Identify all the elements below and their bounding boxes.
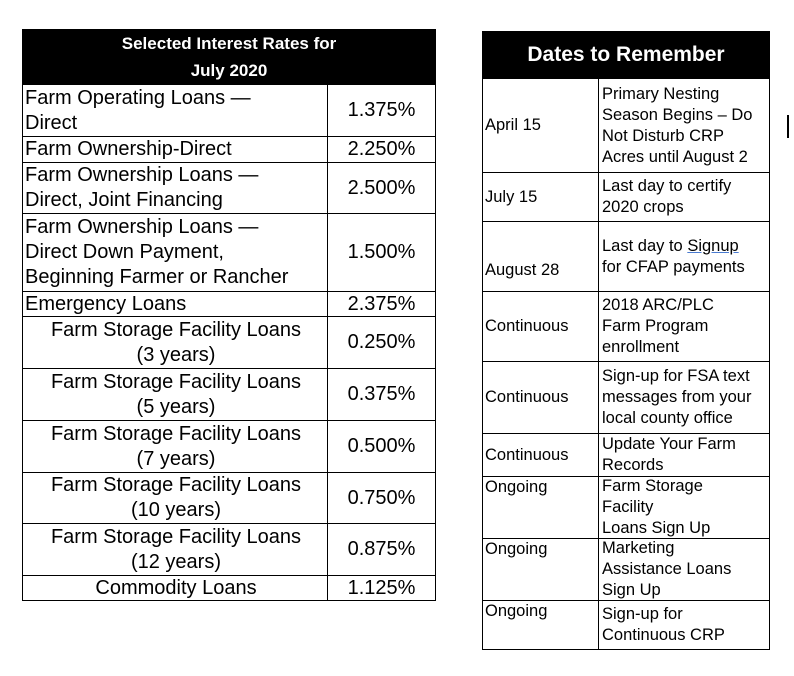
cursor-mark bbox=[787, 115, 789, 138]
loan-name-text: Farm Ownership Loans — Direct, Joint Fin… bbox=[25, 164, 259, 211]
event-text: Farm Storage Facility Loans Sign Up bbox=[602, 477, 711, 537]
event: Primary Nesting Season Begins – Do Not D… bbox=[598, 78, 770, 173]
loan-rate-text: 0.500% bbox=[347, 435, 416, 457]
date-text: July 15 bbox=[485, 187, 538, 206]
date: Continuous bbox=[482, 291, 599, 362]
loan-rate: 0.875% bbox=[327, 523, 436, 576]
event: Last day to certify 2020 crops bbox=[598, 172, 770, 222]
date-text: August 28 bbox=[485, 261, 560, 279]
event-text: Update Your Farm Records bbox=[602, 435, 736, 474]
date-text: Ongoing bbox=[485, 478, 548, 496]
loan-rate: 1.125% bbox=[327, 575, 436, 601]
date: Ongoing bbox=[482, 476, 599, 539]
date-text: Ongoing bbox=[485, 602, 548, 620]
event-text: 2018 ARC/PLC Farm Program enrollment bbox=[602, 296, 714, 356]
event: Sign-up for Continuous CRP bbox=[598, 600, 770, 650]
date-text: Continuous bbox=[485, 388, 569, 406]
loan-name-text: Emergency Loans bbox=[25, 292, 187, 315]
date: August 28 bbox=[482, 221, 599, 292]
rates-title: Selected Interest Rates for July 2020 bbox=[22, 29, 436, 85]
loan-rate: 2.250% bbox=[327, 136, 436, 163]
loan-rate-text: 1.500% bbox=[347, 241, 416, 263]
loan-name-text: Farm Operating Loans — Direct bbox=[25, 86, 251, 134]
loan-rate-text: 0.375% bbox=[347, 383, 416, 405]
event: Last day to Signup for CFAP payments bbox=[598, 221, 770, 292]
loan-name-text: Farm Storage Facility Loans (10 years) bbox=[50, 474, 302, 521]
loan-name: Commodity Loans bbox=[22, 575, 328, 601]
date: Continuous bbox=[482, 361, 599, 434]
loan-name-text: Commodity Loans bbox=[95, 576, 257, 599]
loan-rate-text: 1.125% bbox=[347, 576, 416, 599]
loan-name-text: Farm Ownership-Direct bbox=[25, 138, 232, 160]
event-text: Marketing Assistance Loans Sign Up bbox=[602, 539, 732, 599]
event-text: Sign-up for Continuous CRP bbox=[602, 605, 725, 644]
event-text: Sign-up for FSA text messages from your … bbox=[602, 367, 752, 427]
loan-name-text: Farm Storage Facility Loans (12 years) bbox=[50, 525, 302, 573]
rates-title-text: Selected Interest Rates for July 2020 bbox=[121, 34, 337, 80]
date-text: Continuous bbox=[485, 317, 569, 335]
loan-rate-text: 2.375% bbox=[347, 292, 416, 315]
date: April 15 bbox=[482, 78, 599, 173]
date: Ongoing bbox=[482, 538, 599, 601]
loan-rate-text: 1.375% bbox=[347, 99, 416, 121]
loan-name: Farm Ownership Loans — Direct Down Payme… bbox=[22, 213, 328, 292]
event: Sign-up for FSA text messages from your … bbox=[598, 361, 770, 434]
loan-name: Farm Storage Facility Loans (5 years) bbox=[22, 368, 328, 421]
loan-rate-text: 0.250% bbox=[347, 331, 416, 353]
loan-name-text: Farm Ownership Loans — Direct Down Payme… bbox=[25, 216, 289, 288]
event: Farm Storage Facility Loans Sign Up bbox=[598, 476, 770, 539]
loan-rate-text: 2.500% bbox=[347, 176, 416, 199]
loan-rate: 2.500% bbox=[327, 162, 436, 214]
date-text: April 15 bbox=[485, 116, 541, 134]
dates-title: Dates to Remember bbox=[482, 31, 770, 79]
loan-name-text: Farm Storage Facility Loans (3 years) bbox=[50, 318, 302, 366]
date: Ongoing bbox=[482, 600, 599, 650]
loan-rate: 0.500% bbox=[327, 420, 436, 473]
loan-rate-text: 0.875% bbox=[347, 538, 416, 560]
event: Marketing Assistance Loans Sign Up bbox=[598, 538, 770, 601]
loan-name: Farm Operating Loans — Direct bbox=[22, 84, 328, 137]
date: July 15 bbox=[482, 172, 599, 222]
dates-title-text: Dates to Remember bbox=[527, 43, 725, 66]
loan-name: Farm Storage Facility Loans (7 years) bbox=[22, 420, 328, 473]
date: Continuous bbox=[482, 433, 599, 477]
date-text: Ongoing bbox=[485, 540, 548, 558]
loan-name: Farm Storage Facility Loans (10 years) bbox=[22, 472, 328, 524]
event-text: Last day to certify 2020 crops bbox=[602, 177, 732, 216]
loan-name: Farm Storage Facility Loans (3 years) bbox=[22, 316, 328, 369]
loan-name-text: Farm Storage Facility Loans (7 years) bbox=[50, 422, 302, 470]
loan-name-text: Farm Storage Facility Loans (5 years) bbox=[50, 370, 302, 418]
event: Update Your Farm Records bbox=[598, 433, 770, 477]
loan-rate: 0.250% bbox=[327, 316, 436, 369]
date-text: Continuous bbox=[485, 445, 569, 464]
loan-rate: 1.375% bbox=[327, 84, 436, 137]
loan-rate-text: 0.750% bbox=[347, 486, 416, 509]
loan-rate: 0.750% bbox=[327, 472, 436, 524]
event-text: Primary Nesting Season Begins – Do Not D… bbox=[602, 84, 753, 166]
loan-rate: 1.500% bbox=[327, 213, 436, 292]
event: 2018 ARC/PLC Farm Program enrollment bbox=[598, 291, 770, 362]
loan-name: Farm Ownership-Direct bbox=[22, 136, 328, 163]
loan-rate: 0.375% bbox=[327, 368, 436, 421]
loan-name: Emergency Loans bbox=[22, 291, 328, 317]
loan-name: Farm Ownership Loans — Direct, Joint Fin… bbox=[22, 162, 328, 214]
loan-rate-text: 2.250% bbox=[347, 138, 416, 160]
event-text: Last day to Signup for CFAP payments bbox=[602, 236, 745, 276]
loan-rate: 2.375% bbox=[327, 291, 436, 317]
loan-name: Farm Storage Facility Loans (12 years) bbox=[22, 523, 328, 576]
